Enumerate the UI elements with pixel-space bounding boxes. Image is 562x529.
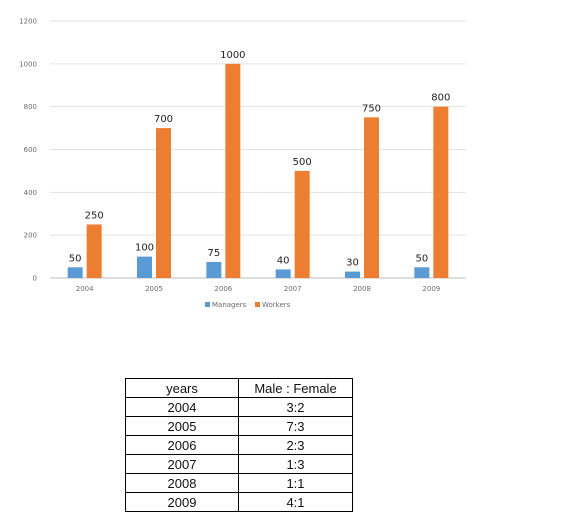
bar-managers-2004 [67, 267, 83, 278]
bar-managers-2008 [345, 271, 360, 278]
data-label-managers: 100 [135, 243, 154, 254]
table-cell-ratio: 3:2 [238, 397, 353, 417]
data-label-managers: 40 [277, 255, 290, 266]
table-cell-year: 2006 [125, 435, 239, 455]
y-tick-label: 600 [24, 146, 37, 154]
data-labels: 50 250 100 700 75 1000 40 500 30 750 50 800 [69, 50, 451, 269]
table-header-row: years Male : Female [125, 378, 353, 398]
data-label-managers: 30 [346, 258, 359, 269]
x-tick-label: 2006 [214, 285, 232, 293]
table-cell-year: 2009 [125, 492, 239, 512]
data-label-managers: 50 [69, 253, 82, 264]
legend-label-workers: Workers [262, 301, 291, 309]
table-row: 2007 1:3 [125, 454, 353, 474]
legend-swatch-managers [205, 302, 210, 307]
table-row: 2005 7:3 [125, 416, 353, 436]
y-tick-label: 200 [24, 232, 37, 240]
table-cell-ratio: 7:3 [238, 416, 353, 436]
data-label-managers: 50 [415, 253, 428, 264]
y-axis-ticks: 0 200 400 600 800 1000 1200 [19, 18, 37, 283]
bar-managers-2005 [137, 256, 152, 278]
legend-label-managers: Managers [212, 301, 247, 309]
bar-workers-2008 [364, 117, 379, 278]
table-cell-year: 2007 [125, 454, 239, 474]
bar-managers-2006 [206, 261, 222, 278]
legend-swatch-workers [255, 302, 260, 307]
ratio-table-container: years Male : Female 2004 3:2 2005 7:3 20… [125, 378, 353, 512]
table-row: 2008 1:1 [125, 473, 353, 493]
bar-workers-2004 [86, 224, 102, 278]
x-tick-label: 2004 [76, 285, 94, 293]
data-label-workers: 250 [85, 210, 104, 221]
data-label-workers: 700 [154, 114, 173, 125]
gridlines [50, 20, 466, 279]
bar-workers-2007 [294, 170, 310, 278]
table-cell-ratio: 1:3 [238, 454, 353, 474]
table-header-ratio: Male : Female [238, 378, 353, 398]
bar-workers-2006 [225, 63, 241, 279]
x-tick-label: 2007 [284, 285, 302, 293]
data-label-workers: 500 [293, 157, 312, 168]
bars [67, 63, 449, 279]
bar-chart: 0 200 400 600 800 1000 1200 50 250 100 700 75 1000 4… [19, 18, 466, 309]
data-label-workers: 800 [431, 93, 450, 104]
y-tick-label: 800 [24, 103, 37, 111]
table-cell-year: 2005 [125, 416, 239, 436]
data-label-workers: 750 [362, 103, 381, 114]
data-label-managers: 75 [207, 248, 220, 259]
table-cell-ratio: 2:3 [238, 435, 353, 455]
table-cell-ratio: 4:1 [238, 492, 353, 512]
table-cell-year: 2008 [125, 473, 239, 493]
y-tick-label: 1000 [19, 60, 37, 68]
table-cell-year: 2004 [125, 397, 239, 417]
bar-managers-2007 [275, 269, 291, 278]
table-row: 2004 3:2 [125, 397, 353, 417]
data-label-workers: 1000 [220, 50, 245, 61]
bar-workers-2009 [433, 106, 449, 279]
table-row: 2009 4:1 [125, 492, 353, 512]
legend: Managers Workers [205, 301, 291, 309]
x-tick-label: 2005 [145, 285, 163, 293]
x-tick-label: 2009 [422, 285, 440, 293]
x-axis-ticks: 2004 2005 2006 2007 2008 2009 [76, 285, 440, 293]
table-header-years: years [125, 378, 239, 398]
y-tick-label: 400 [24, 189, 37, 197]
table-cell-ratio: 1:1 [238, 473, 353, 493]
bar-workers-2005 [156, 128, 171, 278]
bar-managers-2009 [414, 267, 430, 278]
table-row: 2006 2:3 [125, 435, 353, 455]
y-tick-label: 0 [33, 275, 37, 283]
x-tick-label: 2008 [353, 285, 371, 293]
ratio-table: years Male : Female 2004 3:2 2005 7:3 20… [125, 378, 353, 512]
y-tick-label: 1200 [19, 18, 37, 26]
